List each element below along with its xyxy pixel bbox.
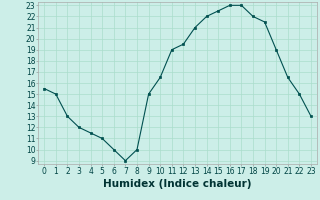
X-axis label: Humidex (Indice chaleur): Humidex (Indice chaleur): [103, 179, 252, 189]
